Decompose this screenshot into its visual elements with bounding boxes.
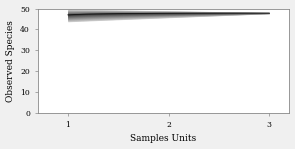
X-axis label: Samples Units: Samples Units (130, 134, 197, 143)
Y-axis label: Observed Species: Observed Species (6, 20, 14, 102)
